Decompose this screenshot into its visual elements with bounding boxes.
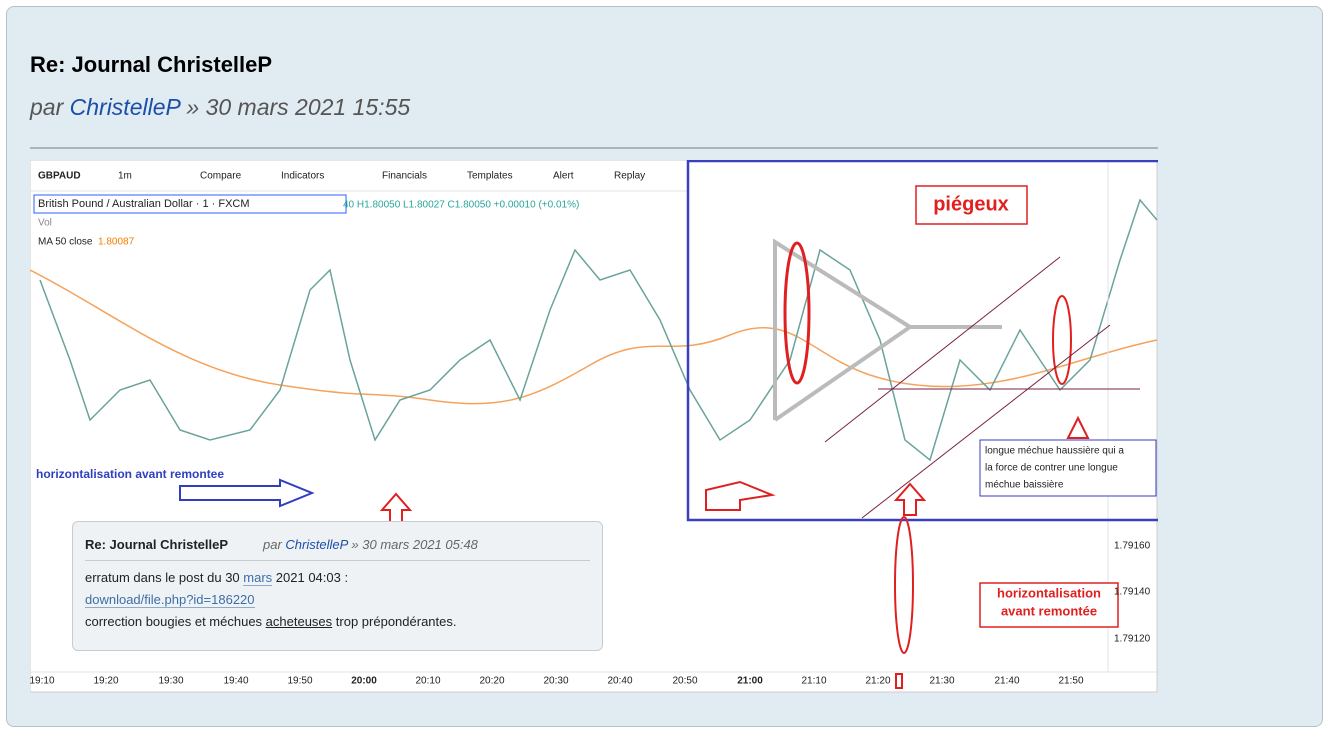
zoom-box [686,160,1158,522]
vol: Vol [38,218,52,229]
ma-label: MA 50 close [38,237,93,248]
date: » 30 mars 2021 05:48 [351,537,478,552]
arrow [179,478,315,508]
toolbar-item[interactable]: Replay [614,171,645,182]
ma-line [30,269,1158,405]
toolbar-item[interactable]: Alert [553,171,574,182]
toolbar-item[interactable]: Compare [200,171,242,182]
text: correction bougies et méchues [85,614,263,629]
price-label: 1.79160 [1114,541,1151,552]
x-label: 21:00 [737,676,763,687]
author-link[interactable]: ChristelleP [69,94,180,120]
quote-line: download/file.php?id=186220 [85,592,255,608]
x-label: 19:50 [287,676,312,687]
link[interactable]: mars [243,570,273,586]
symbol: British Pound / Australian Dollar · 1 · … [38,198,250,210]
right-note-box [979,582,1119,628]
quote-meta: par ChristelleP » 30 mars 2021 05:48 [263,537,478,552]
left-note: horizontalisation avant remontee [36,467,224,481]
x-label: 19:30 [158,676,183,687]
arrow [895,673,903,689]
x-label: 21:40 [994,676,1019,687]
wick-note: la force de contrer une longue [985,463,1118,474]
quote-box: Re: Journal ChristelleP par ChristelleP … [72,521,603,651]
x-label: 20:00 [351,676,377,687]
quote-line: correction bougies et méchues acheteuses… [85,614,457,629]
x-label: 20:20 [479,676,504,687]
price-line [39,198,1158,462]
x-label: 21:10 [801,676,826,687]
x-label: 19:40 [223,676,248,687]
symbol-box [33,194,347,214]
by: par [263,537,282,552]
trap-label: piégeux [933,193,1009,215]
arrow [893,482,927,516]
right-note: horizontalisation [997,585,1101,600]
quote-title: Re: Journal ChristelleP [85,537,229,552]
toolbar-item[interactable]: Indicators [281,171,324,182]
wick-note: longue méchue haussière qui a [985,446,1124,457]
quote-line: erratum dans le post du 30 mars 2021 04:… [85,570,349,586]
price-label: 1.79140 [1114,587,1151,598]
by: par [30,94,64,120]
author-link[interactable]: ChristelleP [285,537,348,552]
channel-line [861,324,1111,519]
ma-value: 1.80087 [98,237,135,248]
toolbar-item[interactable]: Templates [467,171,513,182]
link[interactable]: download/file.php?id=186220 [85,592,255,608]
x-label: 20:40 [607,676,632,687]
x-label: 20:50 [672,676,697,687]
toolbar-item[interactable]: GBPAUD [38,171,81,182]
arrow [1066,415,1090,439]
separator [30,147,1158,149]
text: trop prépondérantes. [335,614,457,629]
price-label: 1.79120 [1114,634,1151,645]
triangle [773,238,914,422]
x-label: 21:50 [1058,676,1083,687]
ohlc: 40 H1.80050 L1.80027 C1.80050 +0.00010 (… [343,200,579,211]
post-title: Re: Journal ChristelleP [30,52,273,77]
x-label: 19:20 [93,676,118,687]
channel-line [824,256,1061,443]
ellipse [1052,295,1072,385]
toolbar-item[interactable]: 1m [118,171,132,182]
wick-box [979,439,1157,497]
post-meta: par ChristelleP » 30 mars 2021 15:55 [30,94,410,121]
trap-box [915,185,1028,225]
x-label: 20:30 [543,676,568,687]
right-note: avant remontée [1001,603,1097,618]
x-label: 21:20 [865,676,890,687]
text: 2021 04:03 : [275,570,349,585]
x-label: 19:10 [30,676,55,687]
wick-note: méchue baissière [985,480,1064,491]
text: erratum dans le post du 30 [85,570,240,585]
separator [85,560,590,561]
arrow [705,480,776,511]
toolbar-item[interactable]: Financials [382,171,427,182]
ellipse [894,516,914,654]
x-label: 20:10 [415,676,440,687]
x-label: 21:30 [929,676,954,687]
underlined: acheteuses [265,614,333,629]
ellipse [783,241,811,385]
date: » 30 mars 2021 15:55 [186,94,411,120]
